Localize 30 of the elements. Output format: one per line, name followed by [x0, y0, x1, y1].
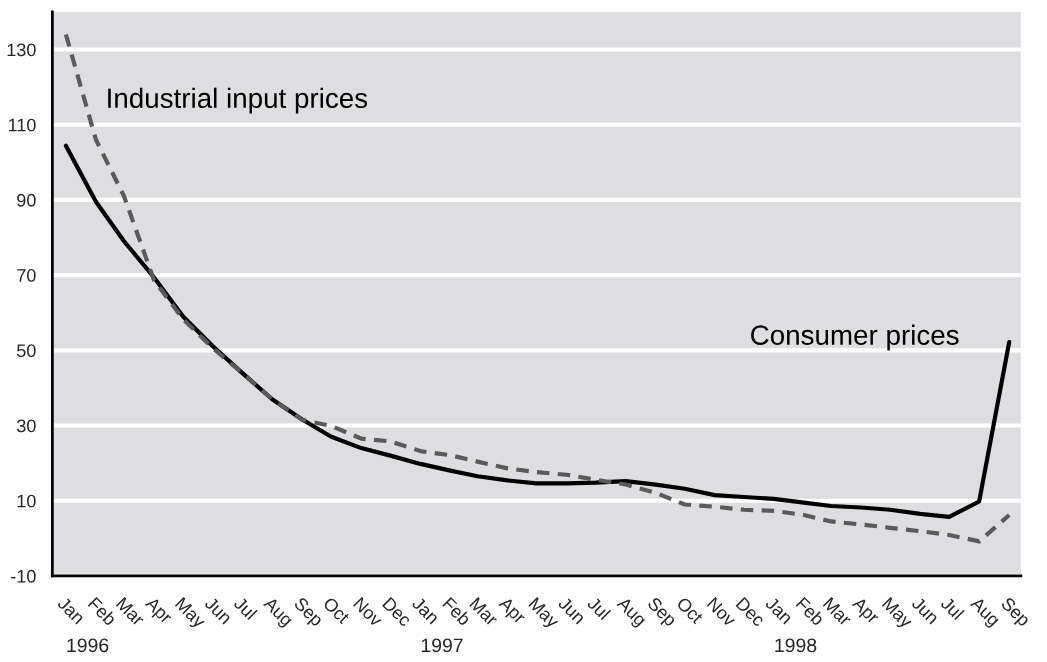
y-tick-label: 130: [7, 43, 36, 57]
x-tick-label: Oct: [322, 596, 351, 625]
x-tick-label: Jan: [56, 596, 86, 625]
y-tick-label: 10: [17, 494, 36, 508]
x-tick-label: Jun: [910, 596, 940, 625]
x-tick-label: Nov: [706, 596, 737, 628]
x-tick-label: Dec: [735, 596, 766, 628]
x2-tick-label: 1997: [421, 638, 463, 653]
x-tick-label: Jan: [411, 596, 440, 625]
y-tick-label: 70: [17, 269, 36, 282]
x-tick-label: Jul: [939, 595, 965, 621]
y-tick-label: 110: [8, 118, 36, 132]
x-tick-label: Aug: [967, 595, 1001, 630]
x-tick-label: Jan: [764, 596, 794, 625]
y-tick-label: 90: [17, 193, 36, 207]
x-tick-label: Jul: [232, 595, 258, 621]
x-tick-label: Jun: [557, 596, 586, 625]
y-tick-label: 50: [17, 344, 36, 358]
series-label: Industrial input prices: [108, 87, 368, 114]
x2-tick-label: 1998: [775, 638, 817, 653]
series-label: Consumer prices: [751, 324, 959, 351]
line-series: [63, 32, 1012, 544]
x2-tick-label: 1996: [67, 638, 109, 653]
x-tick-label: Dec: [382, 596, 413, 628]
x-tick-label: Jul: [586, 595, 612, 621]
y-tick-label: 30: [16, 419, 36, 433]
x-tick-label: Aug: [260, 595, 294, 630]
y-tick-label: -10: [11, 569, 36, 583]
x-tick-label: Oct: [675, 596, 705, 625]
x-tick-label: Mar: [469, 596, 499, 627]
